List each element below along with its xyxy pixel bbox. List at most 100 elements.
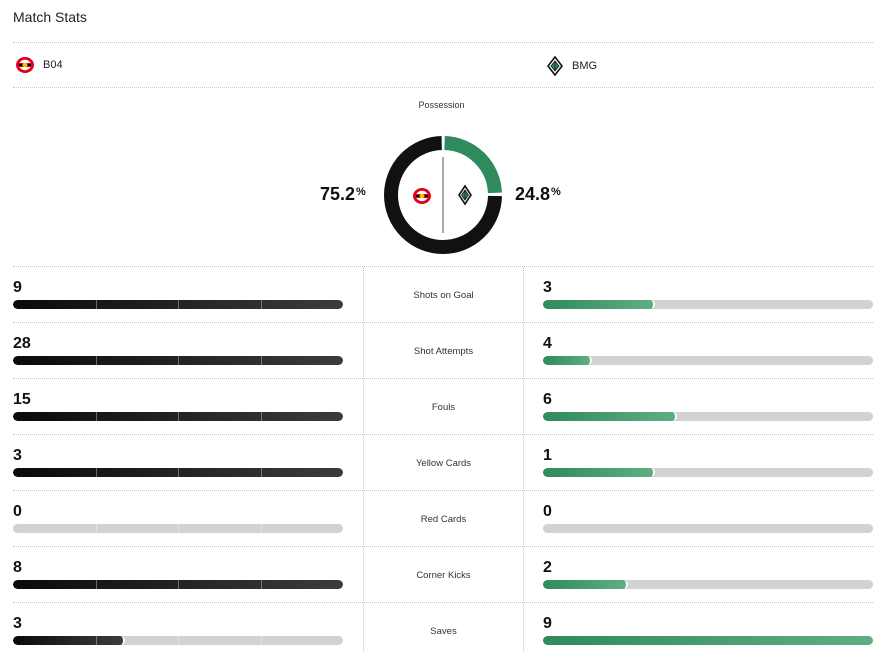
away-possession-unit: % [551,186,561,198]
stat-label: Shot Attempts [413,346,474,357]
stat-row: 3 Saves 9 [0,603,883,659]
home-team: B04 [15,56,63,74]
row-divider [13,434,873,435]
home-stat-value: 0 [13,503,22,520]
home-stat-value: 15 [13,391,31,408]
home-stat-bar [13,636,343,645]
stat-row: 3 Yellow Cards 1 [0,435,883,491]
away-stat-bar [543,300,873,309]
divider [13,266,873,267]
column-divider [363,267,364,651]
divider [13,87,873,88]
home-stat-bar-fill [13,412,343,421]
away-possession: 24.8% [515,184,561,205]
home-team-abbr: B04 [43,59,63,71]
bar-segment-tick [260,412,262,421]
home-stat-value: 28 [13,335,31,352]
match-stats-title: Match Stats [13,9,87,25]
stat-label: Red Cards [420,514,467,525]
away-stat-bar [543,524,873,533]
home-stat-bar-fill [13,300,343,309]
away-stat-value: 4 [543,335,552,352]
stat-row: 8 Corner Kicks 2 [0,547,883,603]
bar-segment-tick [95,636,97,645]
bar-segment-tick [260,300,262,309]
home-possession-unit: % [356,186,366,198]
home-stat-bar [13,580,343,589]
bar-segment-tick [178,580,179,589]
bar-segment-tick [95,580,97,589]
stat-row: 0 Red Cards 0 [0,491,883,547]
away-team-abbr: BMG [572,60,598,72]
bar-segment-tick [178,524,179,533]
gladbach-crest-icon [546,56,564,76]
away-stat-value: 0 [543,503,552,520]
stat-label: Saves [430,626,457,637]
bar-segment-tick [178,636,179,645]
bar-segment-tick [260,356,262,365]
possession-donut [384,136,502,254]
home-stat-bar [13,300,343,309]
away-stat-bar-fill [543,356,593,365]
bar-segment-tick [260,636,262,645]
stat-row: 9 Shots on Goal 3 [0,267,883,323]
bayer-leverkusen-crest-icon [16,57,34,73]
away-stat-value: 2 [543,559,552,576]
row-divider [13,322,873,323]
away-stat-value: 3 [543,279,552,296]
stat-label: Yellow Cards [415,458,472,469]
home-stat-bar-fill [13,636,125,645]
row-divider [13,546,873,547]
home-possession: 75.2% [320,184,366,205]
away-stat-bar-fill [543,412,677,421]
home-stat-bar-fill [13,468,343,477]
bar-segment-tick [260,580,262,589]
away-stat-bar-fill [543,580,628,589]
away-stat-value: 9 [543,615,552,632]
home-stat-bar [13,468,343,477]
bar-segment-tick [260,468,262,477]
stat-label: Fouls [431,402,456,413]
stat-row: 28 Shot Attempts 4 [0,323,883,379]
home-stat-value: 3 [13,447,22,464]
home-stat-value: 3 [13,615,22,632]
home-possession-value: 75.2 [320,184,356,204]
bar-segment-tick [260,524,262,533]
away-stat-bar-fill [543,636,873,645]
row-divider [13,490,873,491]
bayer-leverkusen-crest-icon [413,188,431,204]
away-stat-bar [543,636,873,645]
gladbach-crest-icon [458,184,472,206]
bar-segment-tick [95,356,97,365]
bar-segment-tick [95,300,97,309]
row-divider [13,378,873,379]
home-stat-bar-fill [13,580,343,589]
away-stat-bar-fill [543,468,655,477]
possession-home-arc [384,136,502,254]
away-stat-bar [543,580,873,589]
row-divider [13,602,873,603]
away-stat-value: 6 [543,391,552,408]
stat-label: Shots on Goal [413,290,474,301]
divider [13,42,873,43]
home-stat-value: 9 [13,279,22,296]
away-stat-value: 1 [543,447,552,464]
bar-segment-tick [178,468,179,477]
stat-label: Corner Kicks [416,570,471,581]
stat-row: 15 Fouls 6 [0,379,883,435]
away-stat-bar [543,412,873,421]
away-stat-bar [543,356,873,365]
bar-segment-tick [178,300,179,309]
bar-segment-tick [95,524,97,533]
bar-segment-tick [95,412,97,421]
away-stat-bar [543,468,873,477]
column-divider [523,267,524,651]
away-possession-value: 24.8 [515,184,551,204]
bar-segment-tick [178,412,179,421]
home-stat-bar [13,356,343,365]
away-stat-bar-fill [543,300,655,309]
bar-segment-tick [178,356,179,365]
home-stat-bar [13,412,343,421]
home-stat-value: 8 [13,559,22,576]
away-team: BMG [546,56,597,76]
